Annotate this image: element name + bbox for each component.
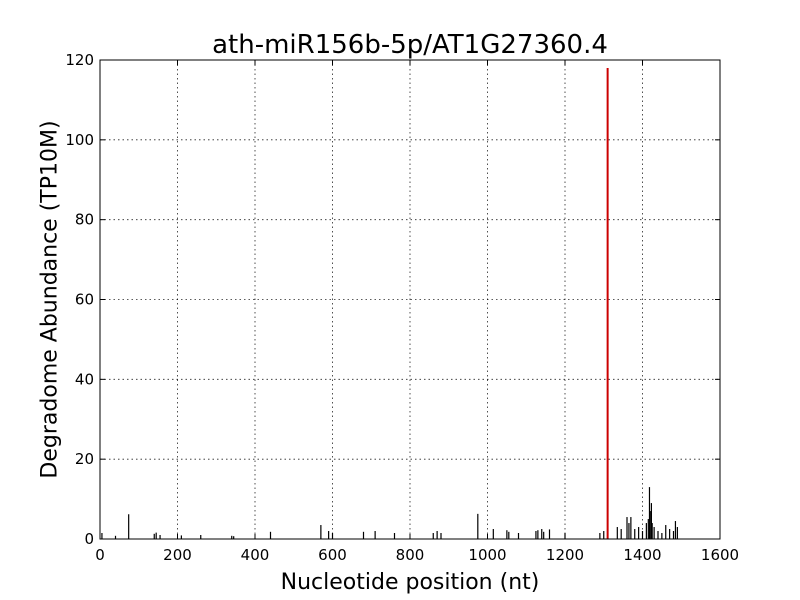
y-tick-label: 100: [65, 131, 94, 149]
y-tick-label: 40: [75, 370, 94, 388]
y-tick-label: 80: [75, 211, 94, 229]
x-tick-label: 200: [163, 546, 192, 564]
x-tick-label: 600: [318, 546, 347, 564]
y-tick-label: 20: [75, 450, 94, 468]
y-tick-label: 60: [75, 291, 94, 309]
x-tick-label: 1400: [623, 546, 661, 564]
grid-lines: [100, 60, 720, 539]
x-tick-label: 400: [241, 546, 270, 564]
x-tick-label: 1200: [546, 546, 584, 564]
x-tick-label: 0: [95, 546, 105, 564]
x-tick-label: 1000: [468, 546, 506, 564]
x-axis-label: Nucleotide position (nt): [281, 570, 540, 595]
y-tick-label: 120: [65, 51, 94, 69]
axis-ticks: 0 200 400 600 800 1000 1200 1400 1600 0 20 40 60 80 10…: [65, 51, 739, 564]
y-tick-label: 0: [84, 530, 94, 548]
x-tick-label: 1600: [701, 546, 739, 564]
data-bars: [101, 67, 678, 539]
x-tick-label: 800: [396, 546, 425, 564]
y-axis-label: Degradome Abundance (TP10M): [38, 120, 63, 478]
chart-title: ath-miR156b-5p/AT1G27360.4: [212, 30, 608, 60]
